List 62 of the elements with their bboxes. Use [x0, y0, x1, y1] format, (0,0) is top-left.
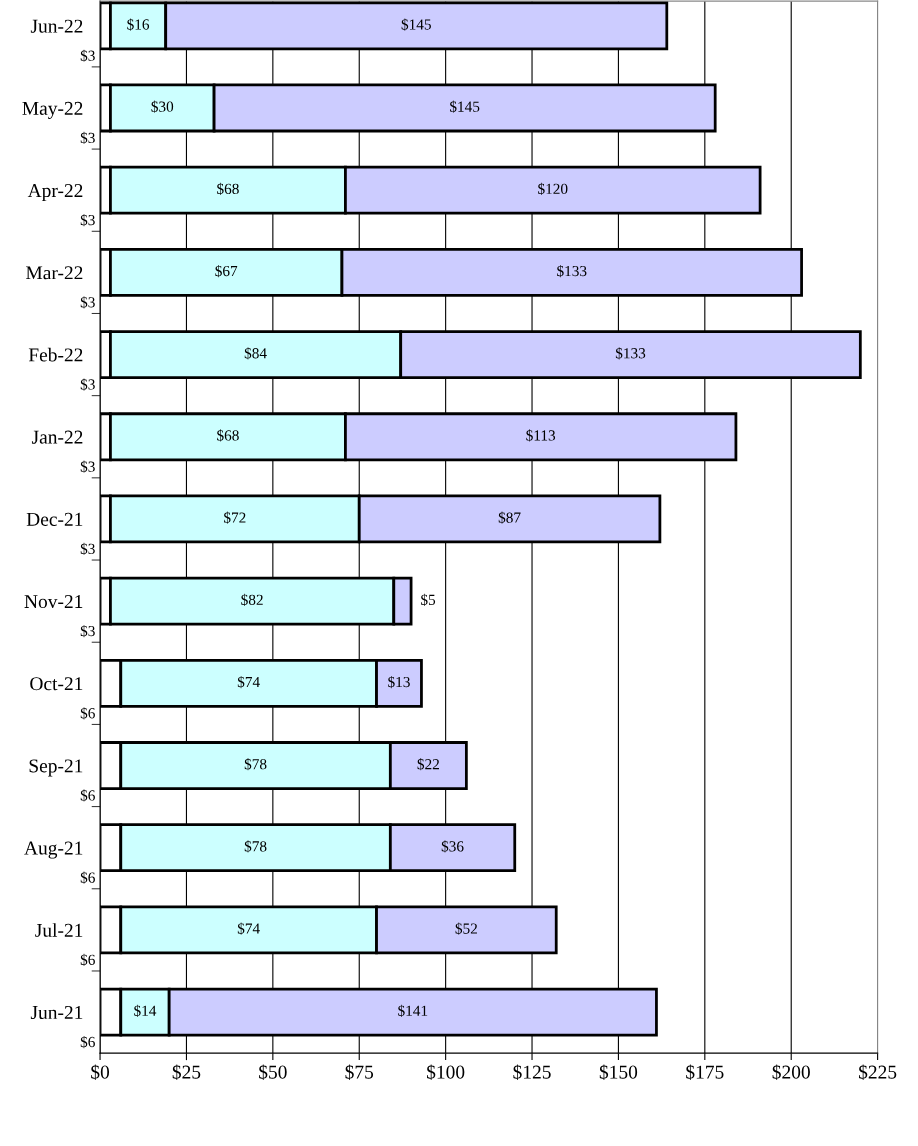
y-tick-label: Mar-22	[26, 266, 83, 280]
data-label: $72	[224, 511, 246, 524]
data-label: $141	[398, 1004, 428, 1017]
y-tick-label: Feb-22	[28, 347, 83, 362]
data-label: $3	[80, 460, 95, 473]
data-label: $67	[215, 264, 238, 278]
data-label: $6	[80, 871, 95, 884]
data-label: $5	[421, 593, 436, 606]
data-label: $22	[417, 758, 439, 771]
data-label: $6	[80, 789, 95, 802]
data-label: $113	[526, 429, 556, 442]
y-tick-label: Jun-22	[30, 19, 83, 33]
y-tick-label: Jun-21	[30, 1005, 83, 1020]
y-tick-label: Aug-21	[24, 841, 83, 859]
y-tick-label: Apr-22	[27, 184, 83, 202]
y-tick-label: Oct-21	[30, 677, 83, 691]
data-label: $68	[217, 182, 239, 196]
data-label: $16	[127, 18, 150, 31]
data-label: $78	[244, 840, 267, 853]
data-label: $6	[80, 707, 95, 720]
data-label: $133	[615, 347, 646, 360]
data-label: $82	[241, 593, 263, 606]
y-tick-label: Sep-21	[29, 759, 83, 777]
x-tick-label: $175	[686, 1064, 724, 1080]
x-tick-label: $125	[513, 1064, 551, 1080]
y-tick-label: Jul-21	[35, 923, 83, 937]
data-label: $3	[80, 542, 95, 556]
data-label: $52	[455, 922, 477, 935]
x-tick-label: $0	[91, 1064, 110, 1080]
y-tick-label: May-22	[22, 101, 83, 119]
data-label: $3	[80, 49, 95, 62]
data-label: $74	[237, 675, 260, 689]
x-tick-label: $225	[859, 1064, 897, 1080]
data-label: $120	[538, 182, 568, 196]
data-label: $6	[80, 1035, 95, 1049]
y-tick-label: Nov-21	[24, 595, 83, 609]
data-label: $3	[80, 378, 95, 391]
data-label: $30	[151, 100, 174, 113]
x-tick-label: $200	[772, 1064, 810, 1080]
data-label: $133	[557, 264, 587, 278]
data-label: $36	[441, 840, 464, 853]
data-label: $74	[237, 922, 260, 935]
data-label: $84	[244, 347, 267, 360]
x-tick-label: $75	[345, 1064, 374, 1080]
data-label: $78	[244, 758, 267, 771]
data-label: $87	[498, 511, 521, 524]
data-label: $3	[80, 296, 95, 309]
y-tick-label: Jan-22	[31, 430, 83, 444]
data-label: $14	[134, 1004, 157, 1017]
data-label: $3	[80, 624, 95, 638]
x-tick-label: $150	[599, 1064, 638, 1080]
data-label: $3	[80, 214, 95, 227]
x-tick-label: $50	[259, 1064, 287, 1080]
data-label: $13	[388, 675, 410, 689]
x-tick-label: $100	[427, 1064, 465, 1080]
data-label: $68	[217, 429, 239, 442]
data-label: $6	[80, 953, 95, 966]
data-label: $145	[401, 18, 431, 31]
x-tick-label: $25	[172, 1064, 201, 1080]
y-tick-label: Dec-21	[26, 512, 83, 526]
data-label: $3	[80, 131, 95, 145]
data-label: $145	[450, 100, 480, 113]
